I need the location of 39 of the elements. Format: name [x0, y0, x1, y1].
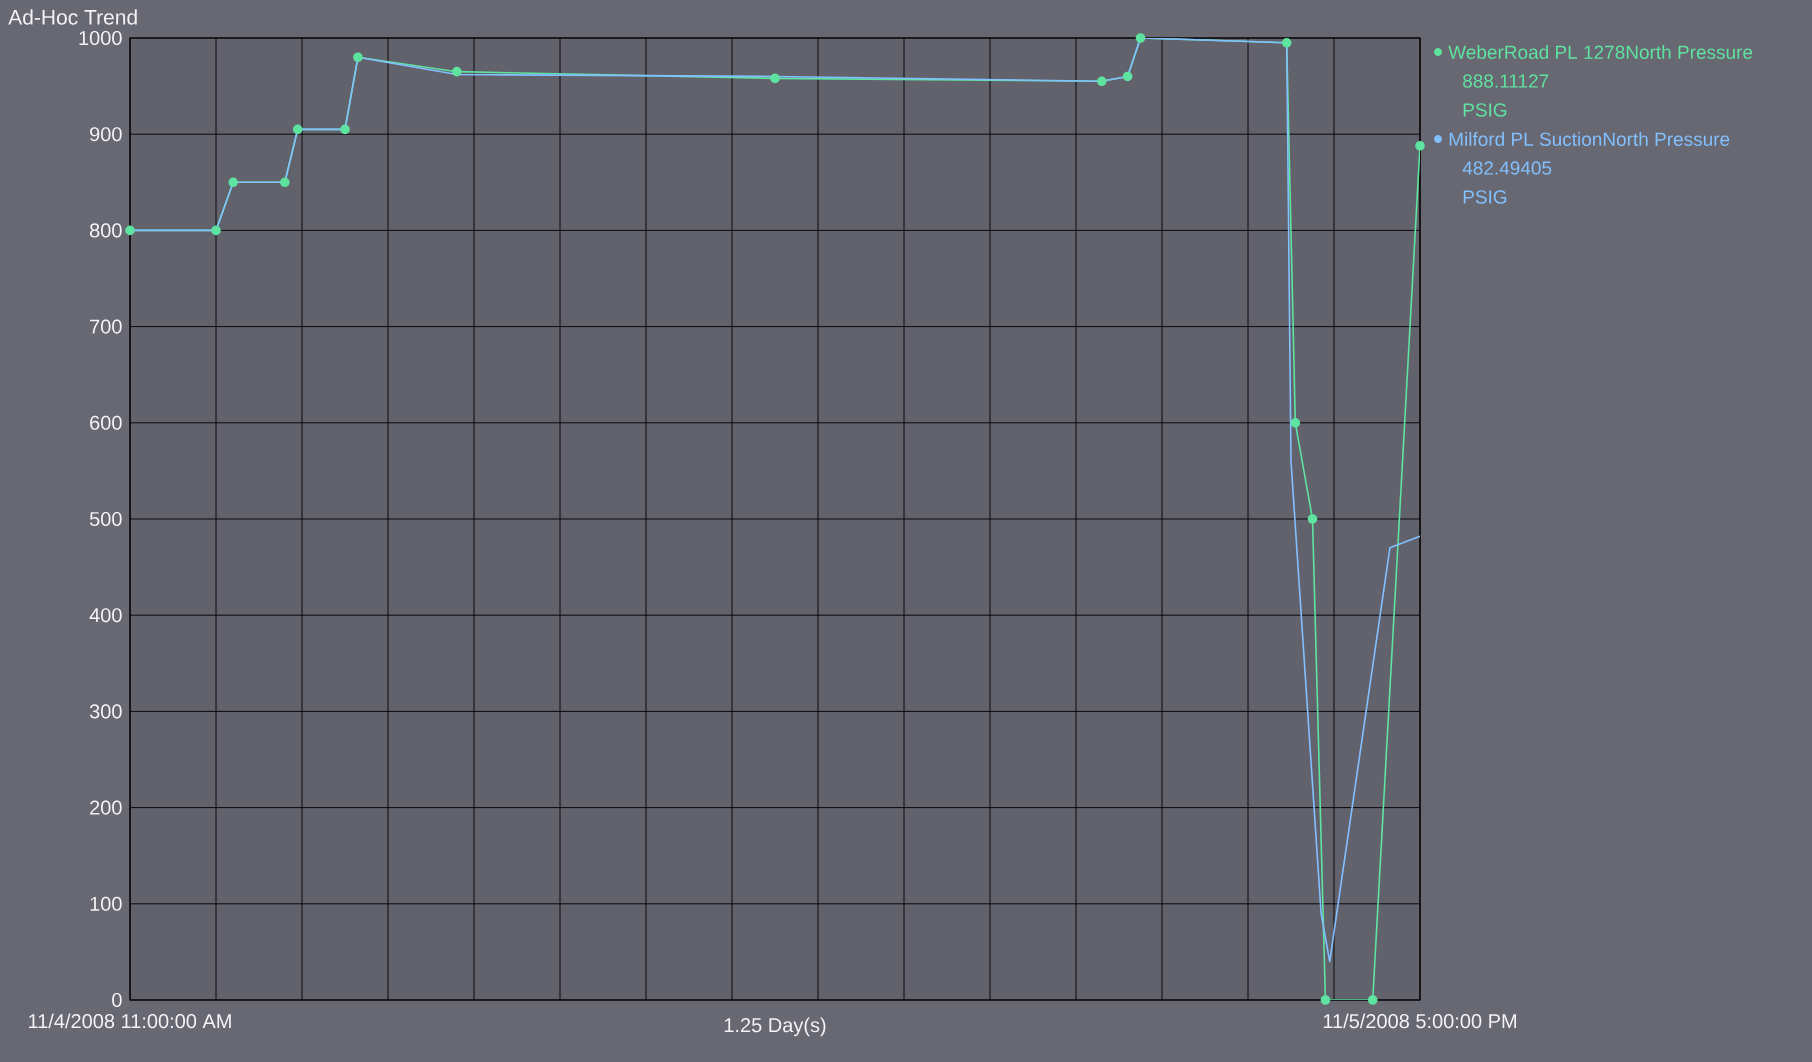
chart-title: Ad-Hoc Trend: [8, 9, 137, 25]
point: [125, 225, 135, 236]
text: 888.11127: [1463, 74, 1549, 88]
point: [1290, 418, 1301, 428]
y-tick-label: 100: [90, 896, 122, 911]
point: [228, 177, 239, 188]
x-tick-label: 11/4/2008 11:00:00 AM: [29, 1013, 231, 1029]
point: [452, 66, 462, 77]
y-tick-label: 500: [89, 511, 122, 527]
point: [1320, 995, 1331, 1005]
point: [1122, 71, 1133, 82]
point: [1307, 514, 1318, 524]
point: [1367, 995, 1378, 1005]
y-tick-label: 400: [89, 608, 122, 623]
text: PSIG: [1463, 190, 1507, 204]
y-tick-label: 200: [90, 800, 122, 815]
y-tick-label: 300: [89, 704, 122, 719]
point: [211, 225, 221, 236]
y-tick-label: 0: [112, 992, 122, 1008]
legend-label: WeberRoad PL 1278North Pressure: [1448, 45, 1753, 59]
x-tick-label: 11/5/2008 5:00:00 PM: [1323, 1013, 1516, 1029]
point: [1281, 38, 1292, 48]
y-tick-label: 600: [90, 415, 122, 430]
point: [1135, 33, 1146, 43]
y-tick-label: 700: [90, 319, 122, 334]
text: 482.49405: [1462, 161, 1552, 175]
y-tick-label: 1000: [79, 30, 122, 46]
text: PSIG: [1463, 103, 1507, 117]
y-tick-label: 900: [90, 127, 122, 142]
point: [770, 73, 780, 84]
point: [280, 177, 290, 188]
x-axis-title: 1.25 Day(s): [724, 1017, 826, 1037]
point: [1097, 76, 1107, 87]
point: [340, 124, 350, 135]
point: [353, 52, 363, 63]
point: [292, 124, 303, 135]
point: [1415, 140, 1425, 151]
y-tick-label: 800: [89, 223, 122, 238]
legend-label: Milford PL SuctionNorth Pressure: [1449, 132, 1730, 146]
